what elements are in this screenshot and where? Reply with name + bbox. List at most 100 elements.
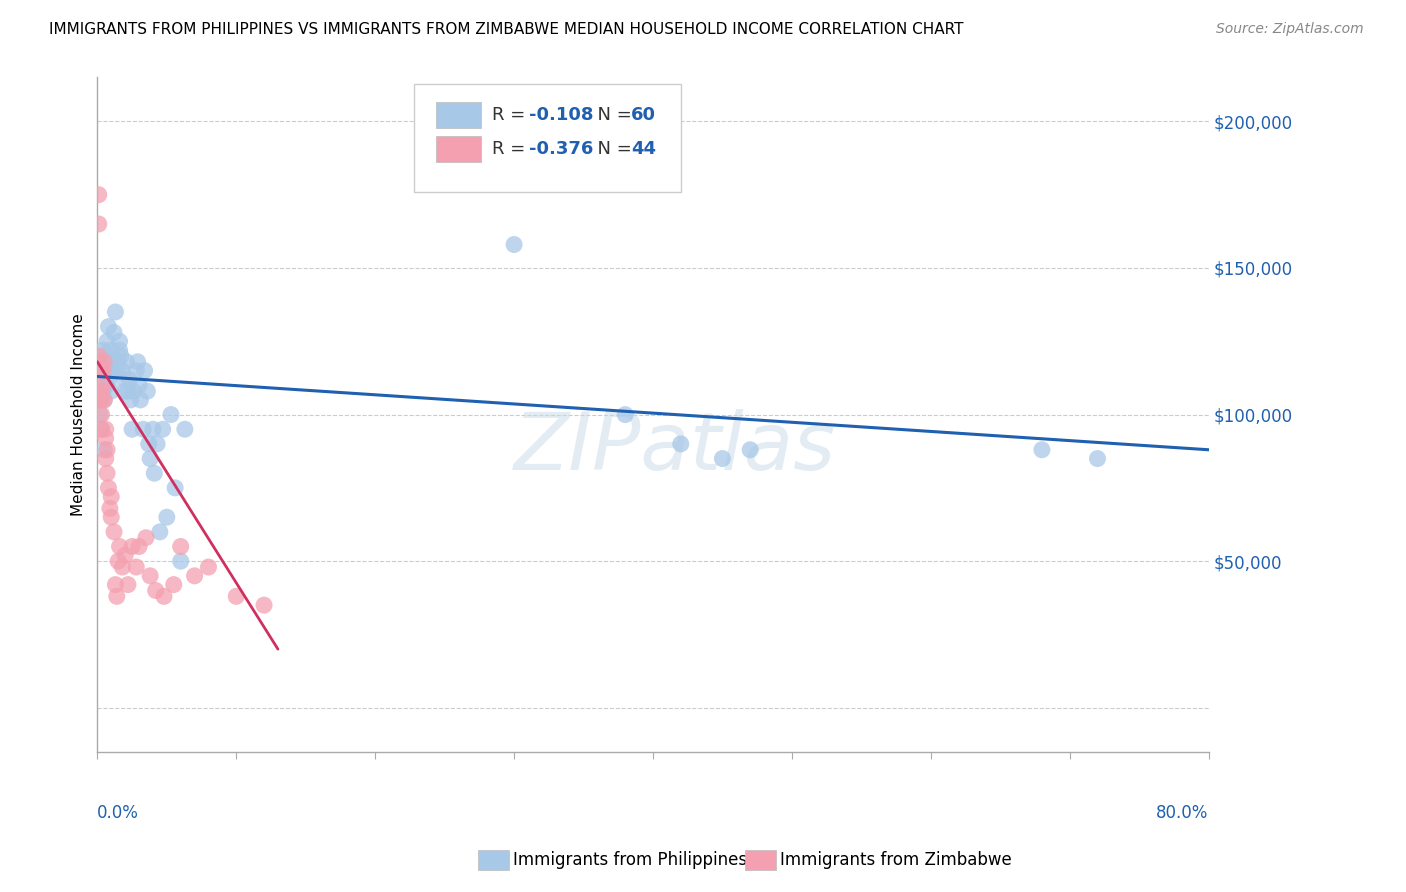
- Point: [197, 560, 219, 574]
- Point: [94, 431, 117, 445]
- Point: [108, 540, 131, 554]
- Text: IMMIGRANTS FROM PHILIPPINES VS IMMIGRANTS FROM ZIMBABWE MEDIAN HOUSEHOLD INCOME : IMMIGRANTS FROM PHILIPPINES VS IMMIGRANT…: [49, 22, 963, 37]
- Point: [143, 467, 166, 481]
- Point: [90, 384, 112, 398]
- Point: [100, 343, 122, 357]
- Point: [129, 392, 152, 407]
- Point: [1031, 442, 1053, 457]
- Point: [96, 467, 118, 481]
- Text: N =: N =: [586, 106, 638, 124]
- Point: [163, 577, 186, 591]
- Point: [89, 363, 111, 377]
- Point: [107, 355, 129, 369]
- Point: [97, 372, 120, 386]
- Point: [105, 590, 128, 604]
- Point: [1087, 451, 1109, 466]
- Point: [125, 560, 148, 574]
- Point: [128, 378, 150, 392]
- Point: [170, 554, 193, 568]
- Point: [90, 408, 112, 422]
- Text: Source: ZipAtlas.com: Source: ZipAtlas.com: [1216, 22, 1364, 37]
- Point: [108, 343, 131, 357]
- Point: [89, 408, 111, 422]
- Point: [100, 384, 122, 398]
- Text: -0.376: -0.376: [529, 140, 593, 158]
- Point: [127, 355, 149, 369]
- Y-axis label: Median Household Income: Median Household Income: [72, 313, 86, 516]
- Point: [87, 217, 110, 231]
- Text: R =: R =: [492, 140, 531, 158]
- Point: [108, 334, 131, 349]
- Point: [90, 422, 112, 436]
- Text: Immigrants from Zimbabwe: Immigrants from Zimbabwe: [780, 851, 1012, 869]
- Point: [139, 451, 162, 466]
- Point: [93, 392, 115, 407]
- Point: [97, 319, 120, 334]
- Point: [104, 305, 127, 319]
- Point: [98, 501, 121, 516]
- Point: [100, 510, 122, 524]
- Point: [87, 187, 110, 202]
- Point: [93, 392, 115, 407]
- Point: [90, 363, 112, 377]
- Point: [91, 343, 114, 357]
- Point: [87, 349, 110, 363]
- Point: [135, 531, 157, 545]
- Point: [94, 349, 117, 363]
- Text: 44: 44: [631, 140, 655, 158]
- Point: [91, 363, 114, 377]
- Point: [132, 422, 155, 436]
- Point: [93, 442, 115, 457]
- Point: [96, 378, 118, 392]
- Point: [101, 363, 124, 377]
- Text: ZIPatlas: ZIPatlas: [515, 409, 837, 487]
- Point: [114, 549, 136, 563]
- Point: [94, 363, 117, 377]
- Point: [125, 363, 148, 377]
- Point: [145, 583, 167, 598]
- Point: [105, 363, 128, 377]
- Point: [115, 355, 138, 369]
- Point: [183, 569, 205, 583]
- Point: [111, 560, 134, 574]
- Point: [136, 384, 159, 398]
- Point: [107, 554, 129, 568]
- Point: [165, 481, 187, 495]
- Point: [96, 442, 118, 457]
- Text: N =: N =: [586, 140, 638, 158]
- Point: [114, 384, 136, 398]
- Point: [91, 384, 114, 398]
- Point: [89, 392, 111, 407]
- Point: [104, 577, 127, 591]
- Point: [110, 349, 132, 363]
- Point: [117, 577, 139, 591]
- Point: [118, 372, 141, 386]
- Text: 60: 60: [631, 106, 655, 124]
- Point: [121, 422, 143, 436]
- Point: [614, 408, 637, 422]
- Point: [103, 326, 125, 340]
- Point: [120, 392, 142, 407]
- Point: [117, 384, 139, 398]
- Point: [134, 363, 156, 377]
- Point: [91, 378, 114, 392]
- Point: [253, 598, 276, 612]
- FancyBboxPatch shape: [436, 103, 481, 128]
- Point: [90, 422, 112, 436]
- Point: [139, 569, 162, 583]
- Text: 0.0%: 0.0%: [97, 805, 139, 822]
- Point: [170, 540, 193, 554]
- Text: -0.108: -0.108: [529, 106, 593, 124]
- Point: [112, 372, 135, 386]
- Point: [740, 442, 762, 457]
- Point: [160, 408, 183, 422]
- FancyBboxPatch shape: [413, 84, 681, 192]
- Point: [90, 392, 112, 407]
- Text: Immigrants from Philippines: Immigrants from Philippines: [513, 851, 748, 869]
- Point: [669, 437, 692, 451]
- Point: [152, 422, 174, 436]
- Point: [173, 422, 195, 436]
- Point: [121, 540, 143, 554]
- Point: [96, 334, 118, 349]
- Point: [142, 422, 165, 436]
